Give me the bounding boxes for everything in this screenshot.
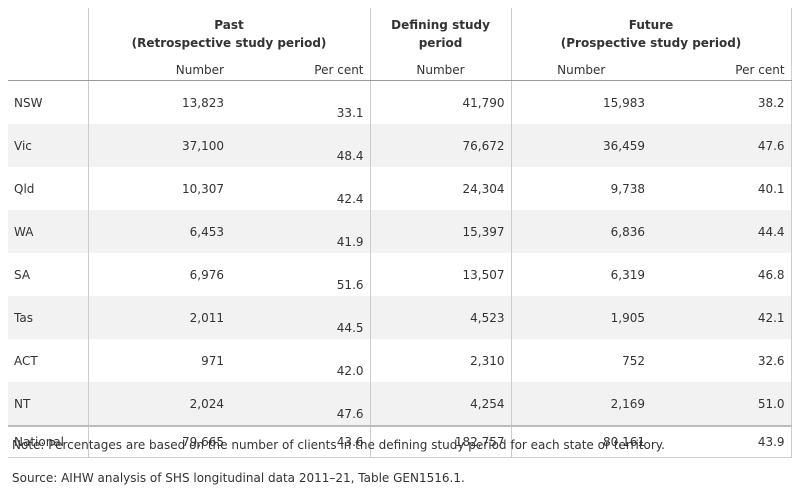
table-row: Qld 10,307 42.4 24,304 9,738 40.1: [8, 167, 792, 210]
row-label: Qld: [14, 181, 35, 196]
table-row: Vic 37,100 48.4 76,672 36,459 47.6: [8, 124, 792, 167]
cell: 44.4: [651, 210, 792, 253]
group-header: Defining study period: [369, 8, 512, 60]
cell: 42.4: [336, 192, 364, 206]
cell: 6,319: [510, 253, 652, 296]
cell: 44.5: [230, 296, 371, 339]
table-row: NT 2,024 47.6 4,254 2,169 51.0: [8, 382, 792, 426]
cell: 2,011: [87, 296, 230, 339]
cell: 752: [510, 339, 652, 382]
group-title: Future: [628, 18, 674, 32]
cell: 76,672: [369, 124, 512, 167]
cell: 2,024: [87, 382, 230, 426]
cell: 9,738: [510, 167, 652, 210]
cell: 15,397: [369, 210, 512, 253]
note: Note: Percentages are based on the numbe…: [12, 438, 665, 452]
cell: 42.0: [336, 364, 364, 378]
source: Source: AIHW analysis of SHS longitudina…: [12, 471, 465, 485]
cell: 41.9: [230, 210, 371, 253]
cell: 37,100: [87, 124, 230, 167]
row-label: National: [8, 425, 88, 458]
table-row: National 79,665 43.6 182,757 80,161 43.9: [8, 425, 792, 458]
cell: 1,905: [510, 296, 652, 339]
column-header: Number: [369, 60, 512, 81]
cell: 4,523: [369, 296, 512, 339]
column-header: Per cent: [230, 60, 371, 81]
cell: 6,836: [510, 210, 652, 253]
group-header: Future (Prospective study period): [510, 8, 792, 60]
row-label: NSW: [14, 95, 43, 110]
cell: 6,976: [87, 253, 230, 296]
row-label: Vic: [8, 124, 88, 167]
cell: 48.4: [230, 124, 371, 167]
table-row: NSW 13,823 33.1 41,790 15,983 38.2: [8, 80, 792, 124]
group-subtitle: (Prospective study period): [560, 36, 742, 50]
cell: 51.0: [651, 382, 792, 426]
cell: 42.1: [651, 296, 792, 339]
table-row: ACT 971 42.0 2,310 752 32.6: [8, 339, 792, 382]
cell: 43.6: [230, 425, 371, 458]
cell: 33.1: [336, 106, 364, 120]
cell: 13,507: [369, 253, 512, 296]
cell: 80,161: [510, 425, 652, 458]
cell: 6,453: [87, 210, 230, 253]
column-header: Number: [510, 60, 652, 81]
cell: 971: [87, 339, 230, 382]
table-row: Tas 2,011 44.5 4,523 1,905 42.1: [8, 296, 792, 339]
cell: 51.6: [336, 278, 364, 292]
cell: 38.2: [651, 80, 792, 124]
row-label: SA: [14, 267, 31, 282]
cell: 182,757: [369, 425, 512, 458]
row-label: Tas: [8, 296, 88, 339]
group-title: Past: [214, 18, 244, 32]
cell: 13,823: [87, 80, 230, 124]
cell: 79,665: [87, 425, 230, 458]
corner: [8, 8, 88, 81]
row-label: ACT: [14, 353, 38, 368]
cell: 4,254: [369, 382, 512, 426]
cell: 24,304: [369, 167, 512, 210]
cell: 43.9: [651, 425, 792, 458]
group-header: Past (Retrospective study period): [87, 8, 371, 60]
row-label: WA: [8, 210, 88, 253]
cell: 40.1: [651, 167, 792, 210]
cell: 47.6: [651, 124, 792, 167]
row-label: NT: [8, 382, 88, 426]
table-row: SA 6,976 51.6 13,507 6,319 46.8: [8, 253, 792, 296]
cell: 47.6: [230, 382, 371, 426]
cell: 41,790: [369, 80, 512, 124]
data-table: Past (Retrospective study period) Definin…: [8, 8, 792, 458]
cell: 15,983: [510, 80, 652, 124]
column-header: Per cent: [651, 60, 792, 81]
table-row: WA 6,453 41.9 15,397 6,836 44.4: [8, 210, 792, 253]
cell: 2,169: [510, 382, 652, 426]
table-wrap: Past (Retrospective study period) Definin…: [8, 8, 792, 458]
column-header: Number: [87, 60, 230, 81]
cell: 46.8: [651, 253, 792, 296]
group-title: Defining study period: [391, 18, 490, 50]
cell: 32.6: [651, 339, 792, 382]
cell: 36,459: [510, 124, 652, 167]
cell: 2,310: [369, 339, 512, 382]
cell: 10,307: [87, 167, 230, 210]
group-subtitle: (Retrospective study period): [131, 36, 327, 50]
